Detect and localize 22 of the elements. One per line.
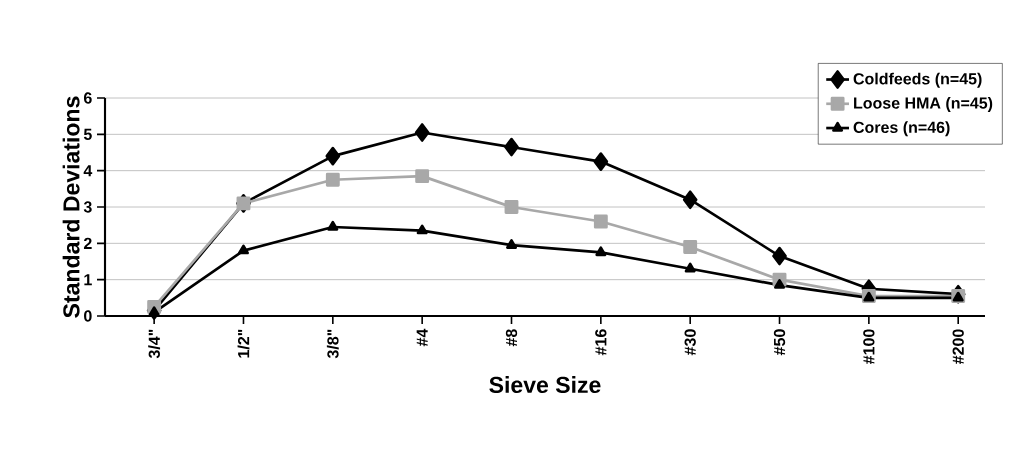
x-tick-label: 1/2" — [237, 329, 250, 358]
x-tick-label: #50 — [773, 329, 786, 356]
x-tick-label: 3/4" — [148, 329, 161, 359]
y-tick-label: 1 — [84, 274, 92, 286]
x-axis-title: Sieve Size — [489, 376, 601, 394]
legend-label: Coldfeeds (n=45) — [853, 72, 982, 88]
y-tick-label: 6 — [83, 92, 92, 104]
y-axis-title: Standard Deviations — [62, 96, 80, 318]
y-tick-label: 3 — [83, 201, 92, 213]
x-tick-label: #200 — [952, 329, 964, 365]
x-tick-label: #16 — [595, 329, 607, 356]
x-tick-label: 3/8" — [326, 329, 339, 359]
y-tick-label: 5 — [83, 128, 92, 140]
x-tick-label: #30 — [684, 329, 696, 356]
legend-label: Loose HMA (n=45) — [854, 96, 993, 112]
legend-label: Cores (n=46) — [853, 121, 950, 137]
x-tick-label: #4 — [416, 328, 428, 347]
y-tick-label: 0 — [84, 310, 92, 322]
x-tick-label: #8 — [505, 329, 518, 347]
x-tick-label: #100 — [863, 329, 875, 365]
y-tick-label: 2 — [83, 237, 92, 249]
y-tick-label: 4 — [83, 165, 93, 177]
